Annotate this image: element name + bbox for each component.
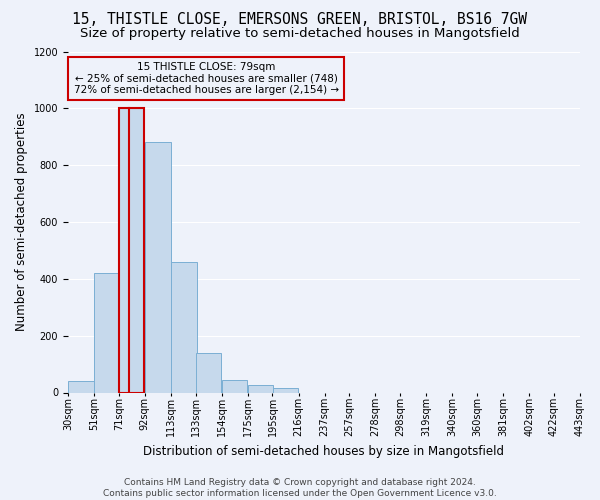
X-axis label: Distribution of semi-detached houses by size in Mangotsfield: Distribution of semi-detached houses by … (143, 444, 505, 458)
Bar (68, 381, 94, 392)
Text: Contains HM Land Registry data © Crown copyright and database right 2024.
Contai: Contains HM Land Registry data © Crown c… (103, 478, 497, 498)
Bar (248, 386, 274, 392)
Bar (145, 142, 170, 392)
Bar (222, 380, 247, 392)
Bar (196, 352, 221, 393)
Text: 15, THISTLE CLOSE, EMERSONS GREEN, BRISTOL, BS16 7GW: 15, THISTLE CLOSE, EMERSONS GREEN, BRIST… (73, 12, 527, 28)
Bar (171, 262, 197, 392)
Text: Size of property relative to semi-detached houses in Mangotsfield: Size of property relative to semi-detach… (80, 28, 520, 40)
Bar (119, 108, 145, 393)
Text: 15 THISTLE CLOSE: 79sqm
← 25% of semi-detached houses are smaller (748)
72% of s: 15 THISTLE CLOSE: 79sqm ← 25% of semi-de… (74, 62, 339, 95)
Y-axis label: Number of semi-detached properties: Number of semi-detached properties (15, 112, 28, 332)
Bar (94, 273, 119, 392)
Bar (273, 388, 298, 392)
Bar (119, 108, 144, 393)
